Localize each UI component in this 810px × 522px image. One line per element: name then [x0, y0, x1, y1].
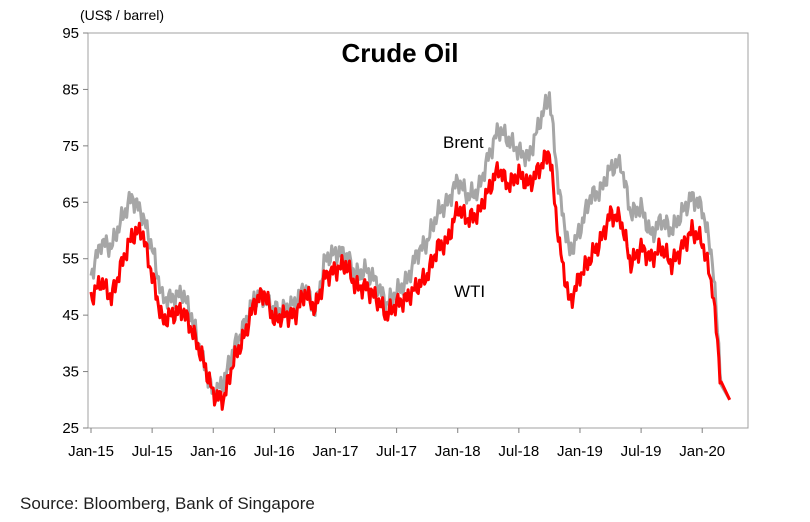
- x-tick-label: Jul-19: [621, 443, 662, 460]
- y-tick-label: 85: [62, 81, 79, 98]
- x-tick-label: Jul-17: [376, 443, 417, 460]
- x-tick-label: Jul-18: [498, 443, 539, 460]
- series-label-brent: Brent: [443, 133, 484, 152]
- x-tick-label: Jan-19: [557, 443, 603, 460]
- series-lines: [89, 91, 732, 411]
- series-label-wti: WTI: [454, 282, 485, 301]
- x-tick-label: Jan-18: [435, 443, 481, 460]
- x-tick-label: Jan-16: [190, 443, 236, 460]
- y-tick-label: 65: [62, 194, 79, 211]
- x-tick-label: Jan-17: [313, 443, 359, 460]
- y-axis-unit-label: (US$ / barrel): [80, 7, 164, 23]
- chart-title: Crude Oil: [341, 38, 458, 68]
- plot-area: [87, 32, 749, 429]
- series-line-wti: [89, 149, 732, 411]
- y-tick-label: 95: [62, 25, 79, 42]
- x-tick-label: Jan-15: [68, 443, 114, 460]
- x-tick-label: Jul-15: [132, 443, 173, 460]
- y-tick-label: 35: [62, 364, 79, 381]
- y-tick-label: 45: [62, 307, 79, 324]
- y-tick-label: 25: [62, 420, 79, 437]
- y-tick-label: 75: [62, 138, 79, 155]
- x-axis: Jan-15 Jul-15 Jan-16 Jul-16 Jan-17 Jul-17 Jan-…: [68, 428, 725, 460]
- y-tick-label: 55: [62, 251, 79, 268]
- x-tick-label: Jul-16: [254, 443, 295, 460]
- y-axis: 25 35 45 55 65 75 85 95: [62, 25, 88, 437]
- source-note: Source: Bloomberg, Bank of Singapore: [20, 494, 315, 513]
- x-tick-label: Jan-20: [679, 443, 725, 460]
